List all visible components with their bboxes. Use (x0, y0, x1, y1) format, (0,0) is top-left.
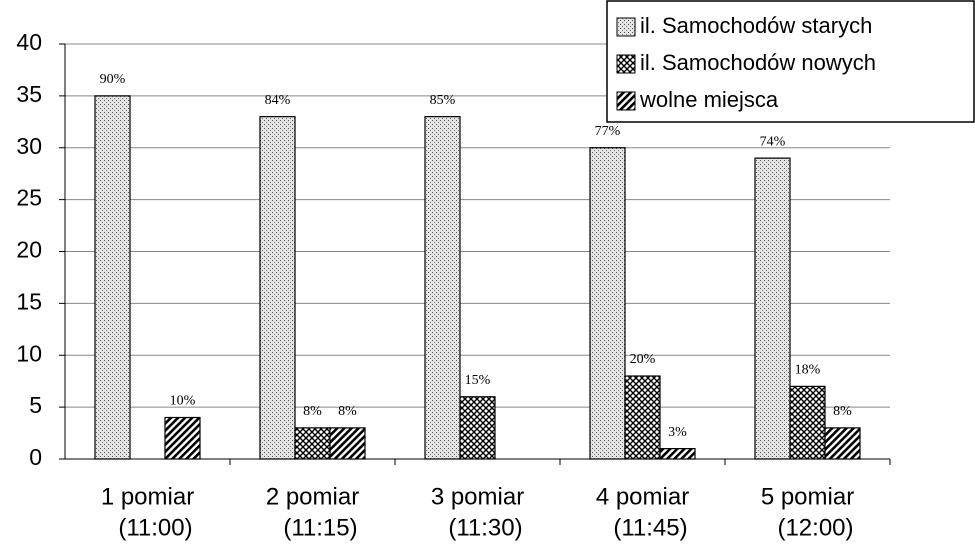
bar (754, 157, 791, 460)
data-label: 10% (170, 394, 196, 409)
legend-label: wolne miejsca (639, 87, 779, 112)
y-tick-label: 10 (16, 340, 42, 366)
bar (329, 427, 366, 460)
bar (589, 147, 626, 460)
data-label: 18% (795, 363, 821, 378)
x-tick-label: 4 pomiar (596, 483, 689, 510)
y-tick-label: 20 (16, 237, 42, 263)
x-tick-label: 3 pomiar (431, 483, 524, 510)
x-tick-label: (11:00) (118, 514, 192, 541)
x-tick-label: 2 pomiar (266, 483, 359, 510)
data-label: 77% (595, 124, 621, 139)
data-label: 8% (303, 404, 322, 419)
y-tick-label: 30 (16, 133, 42, 159)
legend-swatch (616, 91, 636, 111)
data-label: 90% (100, 72, 126, 87)
bar (259, 116, 296, 460)
data-label: 8% (833, 404, 852, 419)
legend-box (606, 0, 975, 123)
y-tick-label: 40 (16, 29, 42, 55)
bar (824, 427, 861, 460)
legend-label: il. Samochodów starych (640, 13, 872, 38)
x-tick-label: (11:45) (613, 514, 687, 541)
data-label: 3% (668, 425, 687, 440)
bar (459, 396, 496, 460)
y-tick-label: 25 (16, 185, 42, 211)
x-tick-label: 1 pomiar (101, 483, 194, 510)
data-label: 84% (265, 93, 291, 108)
data-label: 8% (338, 404, 357, 419)
y-tick-label: 35 (16, 81, 42, 107)
bar (624, 375, 661, 460)
bar (789, 385, 826, 460)
x-tick-label: (12:00) (777, 514, 853, 541)
bar (659, 448, 696, 460)
legend-swatch (616, 54, 636, 74)
y-tick-label: 5 (29, 392, 42, 418)
data-label: 85% (430, 93, 456, 108)
data-label: 15% (465, 373, 491, 388)
x-tick-label: (11:30) (448, 514, 522, 541)
bar (294, 427, 331, 460)
bar (94, 95, 131, 460)
y-tick-label: 0 (29, 444, 42, 470)
legend-label: il. Samochodów nowych (640, 50, 876, 75)
y-tick-label: 15 (16, 288, 42, 314)
data-label: 74% (760, 134, 786, 149)
x-tick-label: (11:15) (283, 514, 357, 541)
bar (424, 116, 461, 460)
bar (164, 416, 201, 460)
legend-swatch (616, 17, 636, 37)
x-tick-label: 5 pomiar (761, 483, 854, 510)
data-label: 20% (630, 352, 656, 367)
